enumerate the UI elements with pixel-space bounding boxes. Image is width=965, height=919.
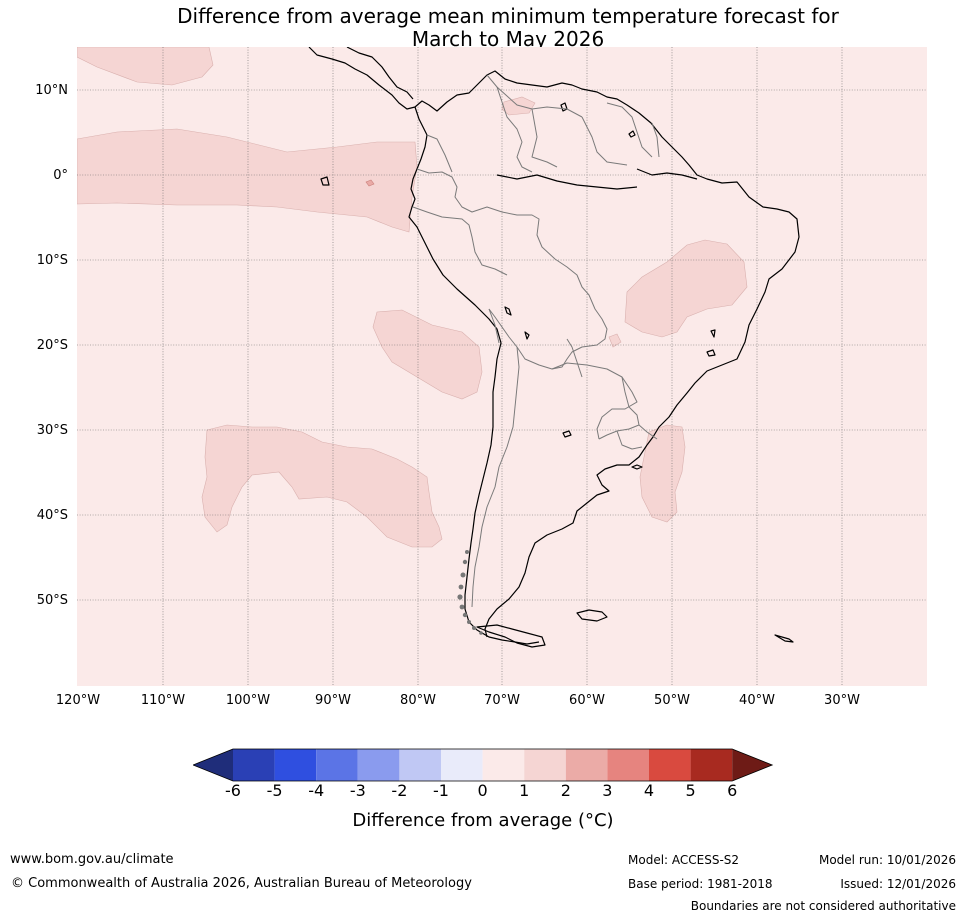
anomaly-region-caribbean-pacific <box>77 47 214 86</box>
lon-label-70w: 70°W <box>484 693 520 708</box>
colorbar-segment <box>607 749 649 781</box>
colorbar-segment <box>690 749 733 781</box>
anomaly-region-east-pacific <box>372 309 483 400</box>
colorbar-tick-label: -1 <box>433 781 449 800</box>
colorbar-tick-label: -4 <box>308 781 325 800</box>
colorbar-tick-label: -6 <box>225 781 241 800</box>
lon-label-100w: 100°W <box>225 693 271 708</box>
colorbar-segment <box>357 749 400 781</box>
lat-label-50s: 50°S <box>36 593 68 608</box>
chart-title-line-2: March to May 2026 <box>411 27 605 51</box>
country-borders <box>412 74 660 608</box>
anomaly-region-paraguay-small <box>608 333 622 348</box>
forecast-map <box>77 47 927 686</box>
footer-website: www.bom.gov.au/climate <box>10 852 174 867</box>
colorbar-tick-label: 0 <box>477 781 488 800</box>
colorbar-segment <box>274 749 317 781</box>
lat-label-30s: 30°S <box>36 423 68 438</box>
colorbar-tick-label: 5 <box>685 781 696 800</box>
lat-label-40s: 40°S <box>36 508 68 523</box>
colorbar-tick-label: 2 <box>560 781 571 800</box>
colorbar-segment <box>524 749 566 781</box>
footer-issued: Issued: 12/01/2026 <box>840 877 956 891</box>
lon-label-60w: 60°W <box>569 693 605 708</box>
lon-label-110w: 110°W <box>140 693 186 708</box>
colorbar-extend-low <box>193 749 233 781</box>
colorbar-tick-label: -2 <box>391 781 408 800</box>
footer-model: Model: ACCESS-S2 <box>628 853 740 867</box>
lat-label-20s: 20°S <box>36 338 68 353</box>
lon-label-120w: 120°W <box>55 693 101 708</box>
anomaly-region-caribbean-sea <box>501 96 536 116</box>
colorbar-tick-label: -5 <box>266 781 283 800</box>
colorbar-outline <box>193 748 774 782</box>
lon-label-50w: 50°W <box>654 693 690 708</box>
colorbar-extend-high <box>732 749 773 781</box>
anomaly-region-equatorial-pacific <box>77 128 418 233</box>
anomaly-region-south-atlantic <box>639 424 686 523</box>
lat-label-10s: 10°S <box>36 253 68 268</box>
lat-label-0: 0° <box>53 168 68 183</box>
lon-label-30w: 30°W <box>824 693 860 708</box>
fjord-islands <box>457 550 483 635</box>
colorbar-label: Difference from average (°C) <box>352 810 614 831</box>
chart-title-line-1: Difference from average mean minimum tem… <box>177 4 839 28</box>
colorbar-segment <box>233 749 275 781</box>
anomaly-region-galapagos-spot <box>365 179 375 187</box>
colorbar-segment <box>316 749 358 781</box>
colorbar-segment <box>649 749 691 781</box>
lon-label-80w: 80°W <box>400 693 436 708</box>
anomaly-region-brazil <box>624 239 748 338</box>
footer-copyright: © Commonwealth of Australia 2026, Austra… <box>11 876 472 891</box>
colorbar-tick-label: 1 <box>519 781 530 800</box>
colorbar-segment <box>482 749 525 781</box>
lon-label-90w: 90°W <box>315 693 351 708</box>
anomaly-regions <box>77 47 748 548</box>
colorbar-tick-label: 4 <box>643 781 655 800</box>
map-canvas <box>77 47 927 686</box>
colorbar-tick-label: 3 <box>602 781 613 800</box>
colorbar-tick-label: 6 <box>727 781 738 800</box>
anomaly-region-south-pacific <box>201 424 443 548</box>
footer-model-run: Model run: 10/01/2026 <box>818 853 956 867</box>
coastlines <box>308 47 800 648</box>
lon-label-40w: 40°W <box>739 693 775 708</box>
colorbar-segment <box>399 749 441 781</box>
footer-base-period: Base period: 1981-2018 <box>628 877 773 891</box>
colorbar-tick-label: -3 <box>349 781 366 800</box>
footer-disclaimer: Boundaries are not considered authoritat… <box>690 899 956 913</box>
lat-label-10n: 10°N <box>35 83 68 98</box>
colorbar-segment <box>441 749 483 781</box>
colorbar-segment <box>565 749 608 781</box>
colorbar <box>193 748 774 782</box>
